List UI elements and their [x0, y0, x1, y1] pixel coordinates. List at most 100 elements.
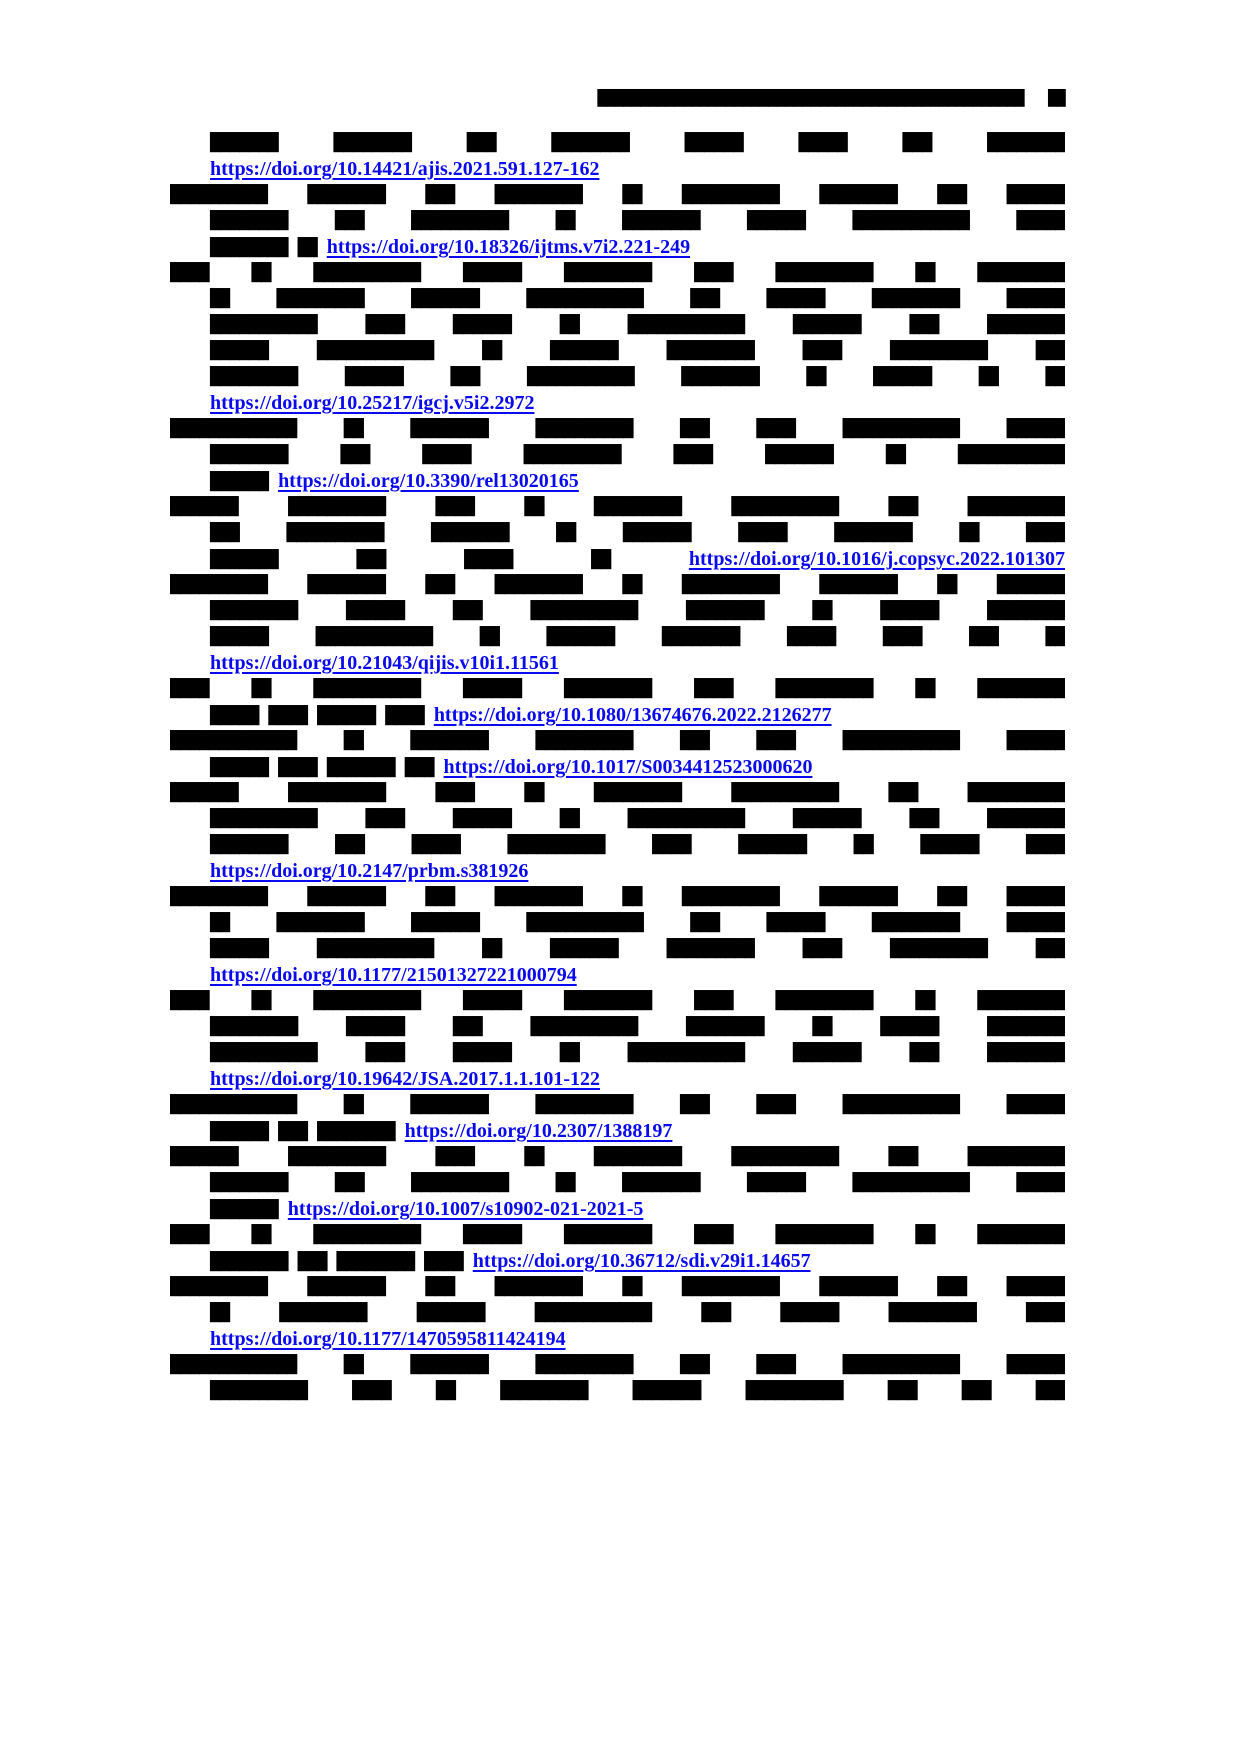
degraded-text-blob: ███████████ ████ ██████ ██ ████████████ …: [210, 315, 1065, 335]
text-line: ███████ ██████████ ████ ██ █████████ ███…: [170, 1144, 1065, 1170]
degraded-text-blob: ███████████ ████ ██████ ██ ████████████ …: [210, 809, 1065, 829]
doi-6-link[interactable]: https://doi.org/10.21043/qijis.v10i1.115…: [210, 652, 559, 674]
degraded-text-blob: █████████ ██████ ███ ███████████ ███████…: [210, 367, 1065, 387]
doi-15-link[interactable]: https://doi.org/10.1177/1470595811424194: [210, 1328, 566, 1350]
degraded-text-blob: ███████ ████████ ███ ████████ ██████ ███…: [210, 133, 1065, 153]
degraded-text-blob: ███████ ██████████ ████ ██ █████████ ███…: [170, 1147, 1065, 1167]
degraded-text-blob: ██ █████████ ███████ ████████████ ███ ██…: [210, 913, 1065, 933]
text-line: █████████ ██████ ███ ███████████ ███████…: [170, 1014, 1065, 1040]
text-line: ██████ ████████████ ██ ███████ ████████ …: [170, 624, 1065, 650]
degraded-text-blob: ██████ ████████████ ██ ███████ ████████ …: [210, 627, 1065, 647]
degraded-text-blob: ██████████ ████████ ███ █████████ ██ ███…: [170, 185, 1065, 205]
degraded-text-blob: ███████ ██████████ ████ ██ █████████ ███…: [170, 783, 1065, 803]
page-number-blob: ██: [1047, 89, 1066, 107]
references-list: ███████ ████████ ███ ████████ ████ ██ ███…: [170, 130, 1065, 1404]
text-line: █████████████ ██ ████████ ██████████ ███…: [170, 1352, 1065, 1378]
text-line: ████ ██ ███████████ ██████ █████████ ███…: [170, 1222, 1065, 1248]
degraded-text-blob: ██ █████████ ███████ ████████████ ███ ██…: [210, 289, 1065, 309]
degraded-text-blob: ██████████ ████████ ███ █████████ ██ ███…: [170, 887, 1065, 907]
text-line: ██████████ ████████ ███ █████████ ██ ███…: [170, 1274, 1065, 1300]
text-line: █████████████ ██ ████████ ██████████ ███…: [170, 416, 1065, 442]
text-line: ███████████ ████ ██████ ██ ████████████ …: [170, 806, 1065, 832]
degraded-text-blob: ████ ██ ███████████ ██████ █████████ ███…: [170, 991, 1065, 1011]
degraded-text-blob: ███████████ ████ ██████ ██ ████████████ …: [210, 1043, 1065, 1063]
degraded-text-blob: ████ ██ ███████████ ██████ █████████ ███…: [170, 263, 1065, 283]
text-line: ██████ ████████████ ██ ███████ █████████…: [170, 338, 1065, 364]
degraded-text-blob: █████████████ ██ ████████ ██████████ ███…: [170, 731, 1065, 751]
degraded-text-blob: ████████ ███ █████ ██████████ ████ █████…: [210, 445, 1065, 465]
text-line: ███ ██████████ ████████ ██ ███████ █████…: [170, 520, 1065, 546]
text-line: ███████████ ████ ██████ ██ ████████████ …: [170, 312, 1065, 338]
degraded-text-blob: ███ ██████████ ████████ ██ ███████ █████…: [210, 523, 1065, 543]
degraded-text-blob: ████████ ███ ████████ ████: [210, 1252, 464, 1272]
text-line: https://doi.org/10.21043/qijis.v10i1.115…: [170, 650, 1065, 676]
text-line: ██████████ ████████ ███ █████████ ██ ███…: [170, 182, 1065, 208]
text-line: ████ ██ ███████████ ██████ █████████ ███…: [170, 988, 1065, 1014]
text-line: ██████ ███ ████████ https://doi.org/10.2…: [170, 1118, 1065, 1144]
text-line: ████████ ███ ██████████ ██ ████████ ████…: [170, 1170, 1065, 1196]
degraded-text-blob: ██████: [210, 472, 269, 492]
doi-4-link[interactable]: https://doi.org/10.3390/rel13020165: [278, 470, 579, 492]
text-line: ███████ ██████████ ████ ██ █████████ ███…: [170, 780, 1065, 806]
doi-12-link[interactable]: https://doi.org/10.2307/1388197: [404, 1120, 673, 1142]
doi-3-link[interactable]: https://doi.org/10.25217/igcj.v5i2.2972: [210, 392, 535, 414]
degraded-text-blob: ██████ ███ ████████: [210, 1122, 395, 1142]
degraded-text-blob: ███████ ███ █████ ██: [210, 550, 611, 570]
degraded-text-blob: █████████████ ██ ████████ ██████████ ███…: [170, 1095, 1065, 1115]
degraded-text-blob: ████████ ██: [210, 238, 318, 258]
doi-1-link[interactable]: https://doi.org/10.14421/ajis.2021.591.1…: [210, 158, 600, 180]
degraded-text-blob: ██████████ ████████ ███ █████████ ██ ███…: [170, 575, 1065, 595]
text-line: ███████ ██████████ ████ ██ █████████ ███…: [170, 494, 1065, 520]
text-line: ████████ ███ █████ ██████████ ████ █████…: [170, 442, 1065, 468]
degraded-text-blob: ████████ ███ ██████████ ██ ████████ ████…: [210, 1173, 1065, 1193]
page-header: ████████████████████████████████████████…: [170, 88, 1065, 108]
doi-8-link[interactable]: https://doi.org/10.1017/S003441252300062…: [443, 756, 813, 778]
degraded-text-blob: ████ ██ ███████████ ██████ █████████ ███…: [170, 679, 1065, 699]
text-line: ██████ ████ ███████ ███ https://doi.org/…: [170, 754, 1065, 780]
degraded-text-blob: ██████████ ████████ ███ █████████ ██ ███…: [170, 1277, 1065, 1297]
degraded-text-blob: ██ █████████ ███████ ████████████ ███ ██…: [210, 1303, 1065, 1323]
degraded-text-blob: ████████ ███ █████ ██████████ ████ █████…: [210, 835, 1065, 855]
text-line: ██████ https://doi.org/10.3390/rel130201…: [170, 468, 1065, 494]
degraded-text-blob: █████████ ██████ ███ ███████████ ███████…: [210, 601, 1065, 621]
text-line: ██████ ████████████ ██ ███████ █████████…: [170, 936, 1065, 962]
text-line: █████████ ██████ ███ ███████████ ███████…: [170, 598, 1065, 624]
text-line: █████████████ ██ ████████ ██████████ ███…: [170, 1092, 1065, 1118]
text-line: ████ ██ ███████████ ██████ █████████ ███…: [170, 260, 1065, 286]
text-line: ███████ ███ █████ ██ https://doi.org/10.…: [170, 546, 1065, 572]
doi-13-link[interactable]: https://doi.org/10.1007/s10902-021-2021-…: [287, 1198, 644, 1220]
text-line: █████████ ██████ ███ ███████████ ███████…: [170, 364, 1065, 390]
text-line: ██ █████████ ███████ ████████████ ███ ██…: [170, 1300, 1065, 1326]
text-line: ██ █████████ ███████ ████████████ ███ ██…: [170, 286, 1065, 312]
text-line: ████████ ██ https://doi.org/10.18326/ijt…: [170, 234, 1065, 260]
degraded-text-blob: ███████ ██████████ ████ ██ █████████ ███…: [170, 497, 1065, 517]
doi-2-link[interactable]: https://doi.org/10.18326/ijtms.v7i2.221-…: [326, 236, 691, 258]
text-line: ████████ ███ █████ ██████████ ████ █████…: [170, 832, 1065, 858]
text-line: ████ ██ ███████████ ██████ █████████ ███…: [170, 676, 1065, 702]
text-line: https://doi.org/10.14421/ajis.2021.591.1…: [170, 156, 1065, 182]
text-line: █████████████ ██ ████████ ██████████ ███…: [170, 728, 1065, 754]
text-line: ███████████ ████ ██████ ██ ████████████ …: [170, 1040, 1065, 1066]
text-line: ██████████ ████████ ███ █████████ ██ ███…: [170, 884, 1065, 910]
doi-14-link[interactable]: https://doi.org/10.36712/sdi.v29i1.14657: [472, 1250, 811, 1272]
doi-5-link[interactable]: https://doi.org/10.1016/j.copsyc.2022.10…: [688, 548, 1065, 570]
running-title-blob: ████████████████████████████████████████…: [597, 89, 1024, 107]
degraded-text-blob: ██████ ████████████ ██ ███████ █████████…: [210, 939, 1065, 959]
degraded-text-blob: ████ ██ ███████████ ██████ █████████ ███…: [170, 1225, 1065, 1245]
degraded-text-blob: █████████████ ██ ████████ ██████████ ███…: [170, 1355, 1065, 1375]
text-line: ███████ https://doi.org/10.1007/s10902-0…: [170, 1196, 1065, 1222]
text-line: ████████ ███ ██████████ ██ ████████ ████…: [170, 208, 1065, 234]
doi-11-link[interactable]: https://doi.org/10.19642/JSA.2017.1.1.10…: [210, 1068, 601, 1090]
text-line: https://doi.org/10.1177/1470595811424194: [170, 1326, 1065, 1352]
text-line: █████ ████ ██████ ████ https://doi.org/1…: [170, 702, 1065, 728]
degraded-text-blob: ██████ ████ ███████ ███: [210, 758, 434, 778]
degraded-text-blob: ███████: [210, 1200, 279, 1220]
doi-9-link[interactable]: https://doi.org/10.2147/prbm.s381926: [210, 860, 529, 882]
text-line: https://doi.org/10.19642/JSA.2017.1.1.10…: [170, 1066, 1065, 1092]
text-line: ████████ ███ ████████ ████ https://doi.o…: [170, 1248, 1065, 1274]
degraded-text-blob: █████████████ ██ ████████ ██████████ ███…: [170, 419, 1065, 439]
doi-7-link[interactable]: https://doi.org/10.1080/13674676.2022.21…: [433, 704, 832, 726]
doi-10-link[interactable]: https://doi.org/10.1177/2150132722100079…: [210, 964, 577, 986]
degraded-text-blob: █████████ ██████ ███ ███████████ ███████…: [210, 1017, 1065, 1037]
degraded-text-blob: █████ ████ ██████ ████: [210, 706, 425, 726]
